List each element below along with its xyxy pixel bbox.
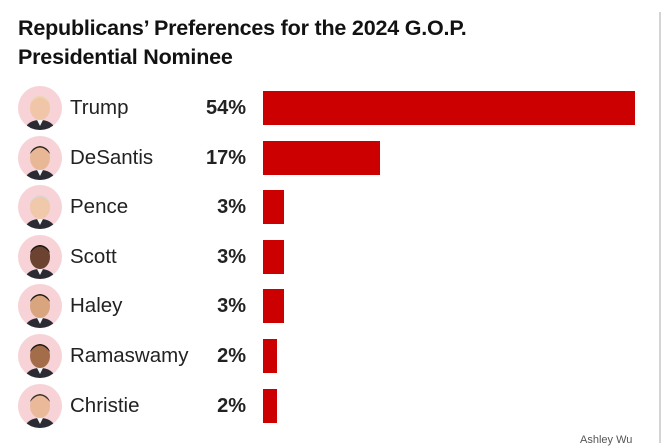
category-label: Haley xyxy=(70,294,123,318)
bar-row: Haley 3% xyxy=(0,283,650,329)
byline-credit: Ashley Wu xyxy=(580,434,633,446)
candidate-avatar-icon xyxy=(18,383,62,428)
candidate-avatar-icon xyxy=(18,185,62,230)
category-label: Pence xyxy=(70,195,129,219)
bar-row: DeSantis 17% xyxy=(0,135,650,181)
data-label: 3% xyxy=(217,245,246,268)
bar xyxy=(263,388,277,423)
data-label: 54% xyxy=(205,97,246,119)
bar-row: Pence 3% xyxy=(0,184,650,230)
bar-row: Ramaswamy 2% xyxy=(0,333,650,379)
bar xyxy=(263,239,284,274)
data-label: 2% xyxy=(217,345,246,367)
bar-row: Scott 3% xyxy=(0,234,650,280)
bar xyxy=(263,289,284,324)
data-label: 3% xyxy=(217,295,246,318)
chart-title: Republicans’ Preferences for the 2024 G.… xyxy=(18,16,467,69)
candidate-avatar-icon xyxy=(18,334,62,378)
bar-row: Christie 2% xyxy=(0,383,650,429)
category-label: Scott xyxy=(70,244,117,268)
page-border xyxy=(659,12,661,443)
bar xyxy=(263,91,635,125)
bar xyxy=(263,190,284,225)
candidate-avatar-icon xyxy=(18,234,62,279)
bar xyxy=(263,339,277,373)
candidate-avatar-icon xyxy=(18,86,62,130)
category-label: Christie xyxy=(70,393,140,417)
candidate-avatar-icon xyxy=(18,135,62,180)
category-label: DeSantis xyxy=(70,145,154,169)
candidate-avatar-icon xyxy=(18,284,62,329)
category-label: Trump xyxy=(70,96,129,119)
bar xyxy=(263,140,381,175)
category-label: Ramaswamy xyxy=(70,344,189,367)
bar-row: Trump 54% xyxy=(0,85,650,131)
data-label: 17% xyxy=(205,146,246,169)
data-label: 2% xyxy=(217,394,246,417)
data-label: 3% xyxy=(217,196,246,219)
